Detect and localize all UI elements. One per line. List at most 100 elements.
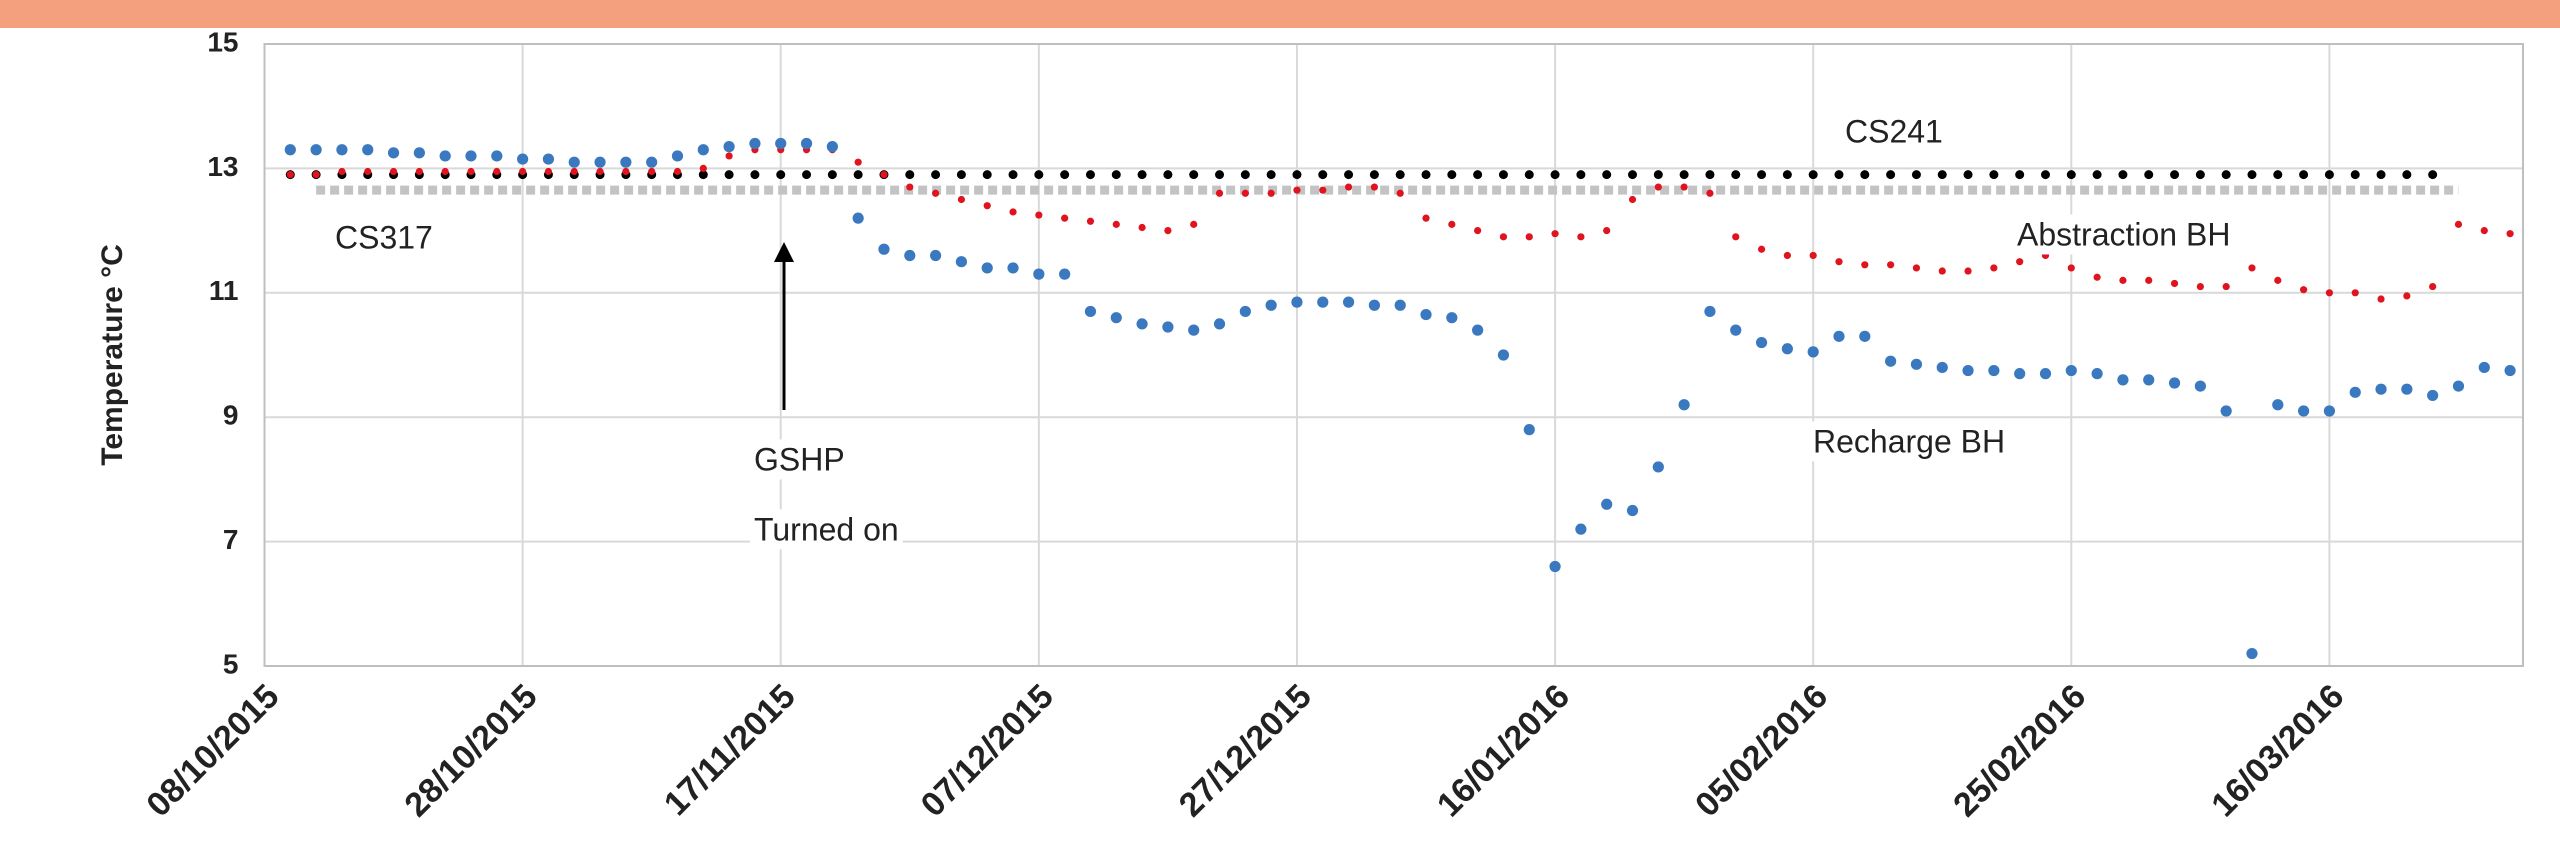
label-background — [331, 217, 437, 258]
data-point — [1652, 461, 1664, 473]
data-point — [1577, 233, 1585, 241]
data-point — [2093, 273, 2101, 281]
data-point — [1989, 170, 1999, 180]
data-point — [2248, 264, 2256, 272]
plot-frame — [263, 43, 2524, 667]
data-point — [2427, 389, 2439, 402]
data-point — [1704, 305, 1716, 318]
data-point — [697, 144, 709, 156]
data-point — [1706, 189, 1714, 197]
data-point — [1446, 312, 1458, 324]
data-point — [826, 141, 838, 153]
data-point — [1498, 170, 1508, 180]
data-point — [2323, 405, 2336, 417]
data-point — [1678, 399, 1690, 411]
data-point — [1523, 424, 1535, 436]
x-tick-label: 27/12/2015 — [1172, 677, 1319, 824]
data-point — [1730, 324, 1742, 336]
data-point — [2014, 368, 2026, 380]
label-background — [1841, 111, 1947, 152]
data-point — [1342, 296, 1355, 308]
data-point — [1292, 170, 1302, 180]
data-point — [1731, 170, 1741, 180]
data-point — [1524, 170, 1534, 180]
data-point — [2300, 286, 2308, 294]
data-point — [2065, 364, 2077, 377]
data-point — [1007, 262, 1019, 274]
data-point — [749, 137, 761, 150]
y-tick-label: 15 — [207, 26, 238, 57]
data-point — [1576, 170, 1586, 180]
data-point — [570, 167, 578, 176]
data-point — [1447, 170, 1457, 180]
data-point — [1189, 170, 1199, 180]
data-point — [1317, 296, 1329, 308]
x-tick-label: 05/02/2016 — [1688, 677, 1835, 824]
data-point — [1602, 170, 1612, 180]
data-point — [2246, 647, 2258, 660]
data-point — [904, 249, 916, 262]
data-point — [1368, 299, 1380, 311]
data-point — [517, 153, 529, 165]
data-point — [2195, 170, 2205, 180]
data-point — [1626, 504, 1639, 517]
data-point — [1551, 230, 1559, 238]
data-point — [2274, 276, 2282, 284]
data-point — [1266, 170, 1276, 180]
data-point — [1936, 361, 1948, 374]
data-point — [827, 170, 837, 180]
arrow-head — [774, 242, 794, 262]
data-point — [2168, 377, 2181, 389]
series-label: CS317 — [335, 219, 433, 255]
data-point — [2247, 170, 2257, 180]
data-point — [542, 153, 555, 165]
data-point — [1059, 268, 1071, 280]
data-point — [620, 156, 632, 168]
y-tick-label: 5 — [223, 648, 239, 679]
data-point — [1474, 227, 1482, 235]
data-point — [2145, 276, 2153, 284]
data-point — [1420, 308, 1432, 321]
data-point — [2402, 170, 2412, 180]
data-point — [2272, 399, 2284, 411]
data-point — [1861, 261, 1869, 269]
data-point — [2144, 170, 2154, 180]
top-bar — [0, 0, 2560, 28]
data-point — [1653, 170, 1663, 180]
data-point — [1162, 321, 1174, 333]
data-point — [1962, 364, 1974, 377]
data-point — [2066, 170, 2076, 180]
data-point — [2504, 364, 2516, 377]
data-point — [1164, 227, 1172, 235]
data-point — [2067, 264, 2075, 272]
data-point — [2118, 170, 2128, 180]
data-point — [1910, 358, 1923, 370]
data-point — [2221, 170, 2231, 180]
data-point — [1732, 233, 1740, 241]
data-point — [1370, 183, 1378, 191]
data-point — [2016, 258, 2024, 266]
data-point — [2376, 170, 2386, 180]
data-point — [1601, 498, 1613, 510]
data-point — [776, 170, 786, 180]
data-point — [441, 167, 449, 176]
data-point — [1499, 233, 1508, 241]
data-point — [1111, 170, 1121, 180]
data-point — [906, 183, 914, 191]
data-point — [982, 170, 992, 180]
data-point — [1138, 223, 1146, 232]
data-point — [2273, 170, 2283, 180]
data-point — [2015, 170, 2025, 180]
data-point — [439, 150, 451, 162]
data-point — [1085, 170, 1095, 180]
data-point — [2222, 282, 2230, 291]
data-point — [1084, 305, 1097, 318]
data-point — [2350, 170, 2360, 180]
data-point — [1628, 170, 1638, 180]
data-point — [1137, 170, 1147, 180]
data-point — [1886, 170, 1896, 180]
data-point — [1990, 264, 1998, 272]
y-tick-label: 7 — [223, 524, 239, 555]
data-point — [1705, 170, 1715, 180]
